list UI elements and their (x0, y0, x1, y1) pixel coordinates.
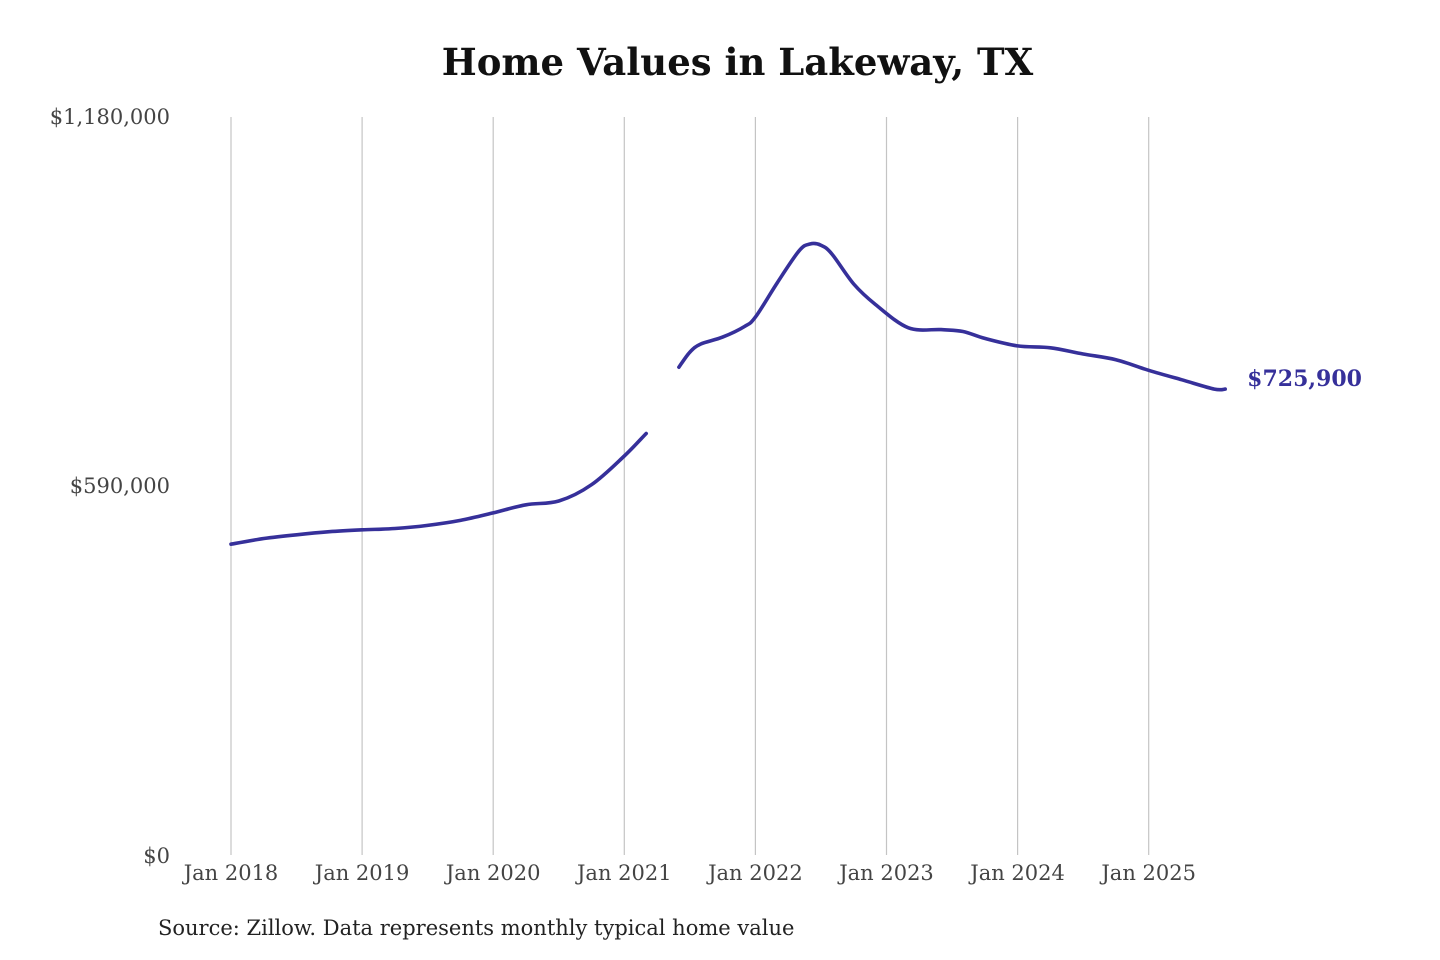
series (229, 241, 1227, 546)
x-tick-label: Jan 2025 (1099, 861, 1196, 885)
source-note: Source: Zillow. Data represents monthly … (158, 916, 795, 940)
data-labels: $725,900 (1247, 366, 1362, 392)
x-tick-label: Jan 2021 (575, 861, 672, 885)
series-line (677, 241, 1227, 392)
x-tick-label: Jan 2020 (444, 861, 541, 885)
gridlines (230, 117, 1150, 855)
y-tick-label: $1,180,000 (50, 105, 170, 129)
y-axis-ticks: $0 $590,000 $1,180,000 (50, 105, 170, 868)
y-tick-label: $0 (143, 844, 170, 868)
x-tick-label: Jan 2018 (182, 861, 279, 885)
series-line (229, 431, 648, 546)
x-tick-label: Jan 2024 (968, 861, 1065, 885)
x-tick-label: Jan 2019 (313, 861, 410, 885)
end-value-label: $725,900 (1247, 366, 1362, 392)
x-tick-label: Jan 2022 (706, 861, 803, 885)
chart-title: Home Values in Lakeway, TX (441, 40, 1034, 84)
x-tick-label: Jan 2023 (837, 861, 934, 885)
x-axis-ticks: Jan 2018 Jan 2019 Jan 2020 Jan 2021 Jan 2022… (182, 861, 1196, 885)
y-tick-label: $590,000 (70, 474, 170, 498)
